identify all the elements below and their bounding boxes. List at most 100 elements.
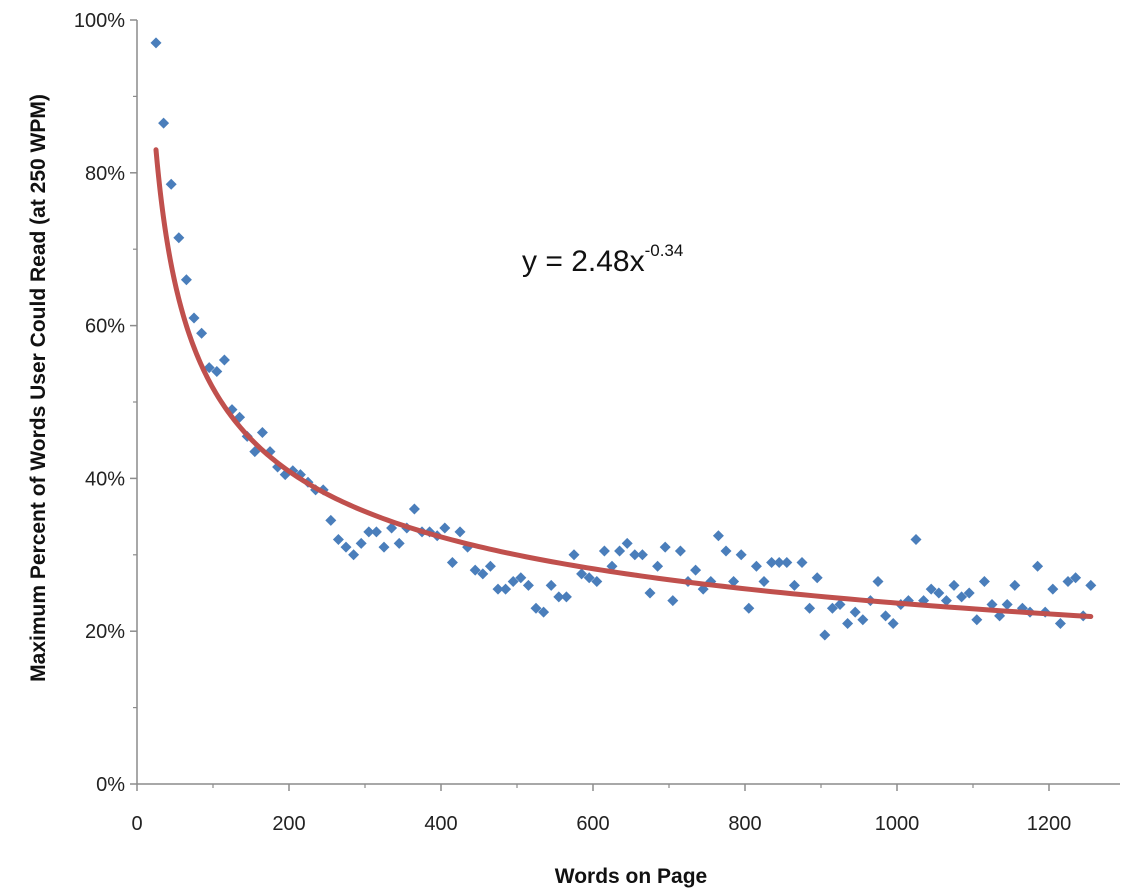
y-tick-label: 40% — [85, 468, 125, 490]
data-point — [1047, 583, 1059, 595]
data-point — [948, 579, 960, 591]
data-point — [773, 556, 785, 568]
y-tick-label: 60% — [85, 316, 125, 338]
data-point — [1070, 572, 1082, 584]
data-point — [188, 312, 200, 324]
x-axis-title: Words on Page — [555, 865, 707, 888]
data-point — [781, 556, 793, 568]
data-point — [743, 602, 755, 614]
data-point — [218, 354, 230, 366]
data-point — [386, 522, 398, 534]
x-tick-label: 1200 — [1027, 813, 1072, 835]
data-point — [196, 327, 208, 339]
data-point — [378, 541, 390, 553]
data-point — [720, 545, 732, 557]
data-point — [712, 530, 724, 542]
data-point — [750, 560, 762, 572]
data-point — [530, 602, 542, 614]
data-point — [1054, 618, 1066, 630]
data-point — [1085, 579, 1097, 591]
x-tick-label: 1000 — [875, 813, 920, 835]
data-point — [408, 503, 420, 515]
data-point — [766, 556, 778, 568]
x-tick-label: 600 — [576, 813, 609, 835]
x-axis-ticks: 0 200 400 600 800 1000 1200 — [131, 784, 1071, 835]
data-point — [636, 549, 648, 561]
equation-base: y = 2.48x — [522, 245, 645, 278]
data-point — [150, 37, 162, 49]
data-point — [652, 560, 664, 572]
equation-exponent: -0.34 — [645, 241, 684, 260]
y-axis-title: Maximum Percent of Words User Could Read… — [27, 94, 50, 682]
data-point — [507, 576, 519, 588]
data-point — [173, 232, 185, 244]
data-point — [454, 526, 466, 538]
data-point — [849, 606, 861, 618]
y-tick-label: 100% — [74, 10, 125, 32]
data-point — [355, 537, 367, 549]
data-point — [576, 568, 588, 580]
data-point — [819, 629, 831, 641]
data-point — [690, 564, 702, 576]
data-point — [492, 583, 504, 595]
data-point — [842, 618, 854, 630]
data-point — [484, 560, 496, 572]
data-point — [986, 598, 998, 610]
x-tick-label: 200 — [272, 813, 305, 835]
data-point — [439, 522, 451, 534]
data-point — [887, 618, 899, 630]
data-point — [728, 576, 740, 588]
data-point — [659, 541, 671, 553]
data-point — [158, 117, 170, 129]
data-point — [940, 595, 952, 607]
x-tick-label: 0 — [131, 813, 142, 835]
data-point — [553, 591, 565, 603]
data-point — [956, 591, 968, 603]
data-point — [834, 598, 846, 610]
data-point — [826, 602, 838, 614]
data-point — [1009, 579, 1021, 591]
data-point — [963, 587, 975, 599]
data-point — [332, 534, 344, 546]
data-point — [667, 595, 679, 607]
data-point — [340, 541, 352, 553]
data-point — [933, 587, 945, 599]
data-point — [370, 526, 382, 538]
data-point — [1032, 560, 1044, 572]
data-point — [857, 614, 869, 626]
data-point — [256, 427, 268, 439]
data-point — [446, 556, 458, 568]
data-point — [788, 579, 800, 591]
data-point — [674, 545, 686, 557]
data-point — [515, 572, 527, 584]
data-point — [583, 572, 595, 584]
trendline-equation: y = 2.48x-0.34 — [522, 241, 683, 278]
data-point — [522, 579, 534, 591]
data-point — [735, 549, 747, 561]
data-point — [363, 526, 375, 538]
data-point — [500, 583, 512, 595]
data-point — [644, 587, 656, 599]
data-point — [165, 178, 177, 190]
data-point — [971, 614, 983, 626]
x-tick-label: 400 — [424, 813, 457, 835]
data-point — [560, 591, 572, 603]
y-tick-label: 80% — [85, 163, 125, 185]
y-tick-label: 0% — [96, 774, 125, 796]
data-point — [477, 568, 489, 580]
data-point — [325, 514, 337, 526]
data-point — [211, 365, 223, 377]
data-point — [591, 576, 603, 588]
data-point — [758, 576, 770, 588]
data-point — [978, 576, 990, 588]
x-tick-label: 800 — [728, 813, 761, 835]
data-point — [348, 549, 360, 561]
data-point — [538, 606, 550, 618]
data-point — [180, 274, 192, 286]
data-point — [469, 564, 481, 576]
data-point — [545, 579, 557, 591]
data-point — [598, 545, 610, 557]
data-point — [811, 572, 823, 584]
data-point — [880, 610, 892, 622]
